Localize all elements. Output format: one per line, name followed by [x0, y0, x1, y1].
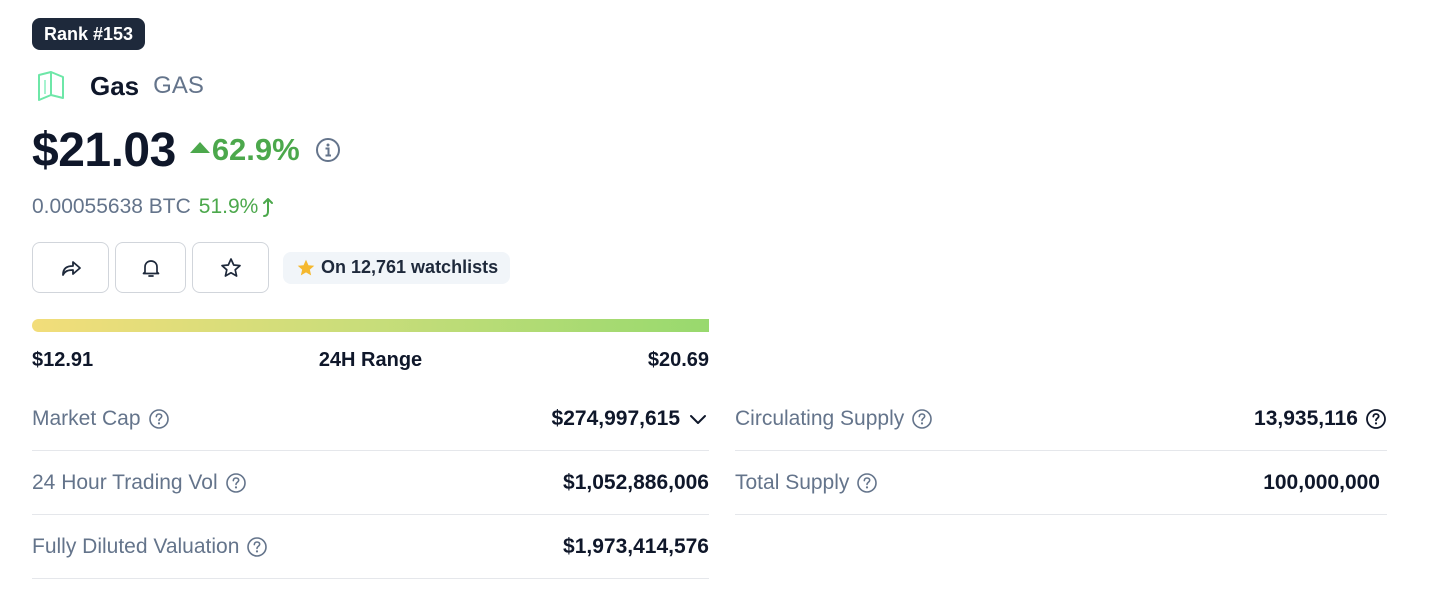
price-change: 62.9% — [189, 132, 300, 168]
stat-row-market-cap: Market Cap $274,997,615 — [32, 387, 709, 451]
chevron-down-icon[interactable] — [687, 408, 709, 430]
price-alert-button[interactable] — [115, 242, 186, 293]
help-icon[interactable] — [246, 536, 268, 558]
fdv-label: Fully Diluted Valuation — [32, 534, 240, 558]
add-watchlist-button[interactable] — [192, 242, 269, 293]
price-change-percent: 62.9% — [211, 132, 300, 167]
circulating-supply-value-wrap: 13,935,116 — [1254, 407, 1387, 431]
market-cap-label: Market Cap — [32, 406, 141, 430]
range-high: $20.69 — [647, 348, 709, 371]
help-icon[interactable] — [1365, 408, 1387, 430]
range-24h-bar — [32, 319, 709, 332]
range-title: 24H Range — [318, 348, 423, 371]
btc-price-row: 0.00055638 BTC 51.9% — [32, 192, 277, 222]
caret-up-icon — [189, 141, 210, 153]
help-icon[interactable] — [911, 408, 933, 430]
stat-label: Fully Diluted Valuation — [32, 535, 268, 559]
range-24h-labels: $12.91 24H Range $20.69 — [32, 346, 709, 374]
btc-price-value: 0.00055638 BTC — [32, 195, 191, 218]
stat-row-trading-vol: 24 Hour Trading Vol $1,052,886,006 — [32, 451, 709, 515]
share-icon — [61, 260, 81, 276]
arrow-up-icon — [263, 198, 274, 217]
circulating-supply-value: 13,935,116 — [1254, 406, 1358, 430]
help-icon[interactable] — [225, 472, 247, 494]
share-button[interactable] — [32, 242, 109, 293]
btc-price-change: 51.9% — [199, 195, 278, 219]
btc-change-percent: 51.9% — [198, 195, 259, 218]
star-filled-icon — [297, 259, 315, 275]
star-icon — [220, 257, 241, 277]
stat-row-fdv: Fully Diluted Valuation $1,973,414,576 — [32, 515, 709, 579]
stat-row-circulating-supply: Circulating Supply 13,935,116 — [735, 387, 1387, 451]
circulating-supply-label: Circulating Supply — [735, 406, 905, 430]
gas-logo-icon — [38, 71, 64, 101]
market-cap-value: $274,997,615 — [551, 406, 680, 430]
coin-name: Gas — [90, 70, 140, 101]
watchlist-count-label: On 12,761 watchlists — [321, 257, 499, 277]
coin-symbol: GAS — [153, 72, 204, 99]
rank-badge: Rank #153 — [32, 18, 146, 50]
watchlist-count-badge: On 12,761 watchlists — [283, 251, 511, 284]
total-supply-label: Total Supply — [735, 470, 850, 494]
trading-vol-label: 24 Hour Trading Vol — [32, 470, 218, 494]
price-value: $21.03 — [32, 123, 176, 177]
market-cap-value-wrap[interactable]: $274,997,615 — [552, 407, 709, 431]
stat-label: Market Cap — [32, 407, 170, 431]
range-low: $12.91 — [32, 348, 94, 371]
fdv-value: $1,973,414,576 — [563, 534, 709, 558]
total-supply-value: 100,000,000 — [1263, 470, 1380, 494]
help-icon[interactable] — [856, 472, 878, 494]
info-icon[interactable] — [314, 136, 342, 164]
stat-label: 24 Hour Trading Vol — [32, 471, 247, 495]
price-row: $21.03 62.9% — [32, 120, 342, 180]
trading-vol-value: $1,052,886,006 — [563, 470, 709, 494]
stat-label: Total Supply — [735, 471, 878, 495]
coin-header: Gas GAS — [32, 66, 204, 106]
help-icon[interactable] — [148, 408, 170, 430]
action-bar: On 12,761 watchlists — [32, 242, 511, 293]
stat-label: Circulating Supply — [735, 407, 933, 431]
bell-icon — [142, 259, 159, 277]
stat-row-total-supply: Total Supply 100,000,000 — [735, 451, 1387, 515]
